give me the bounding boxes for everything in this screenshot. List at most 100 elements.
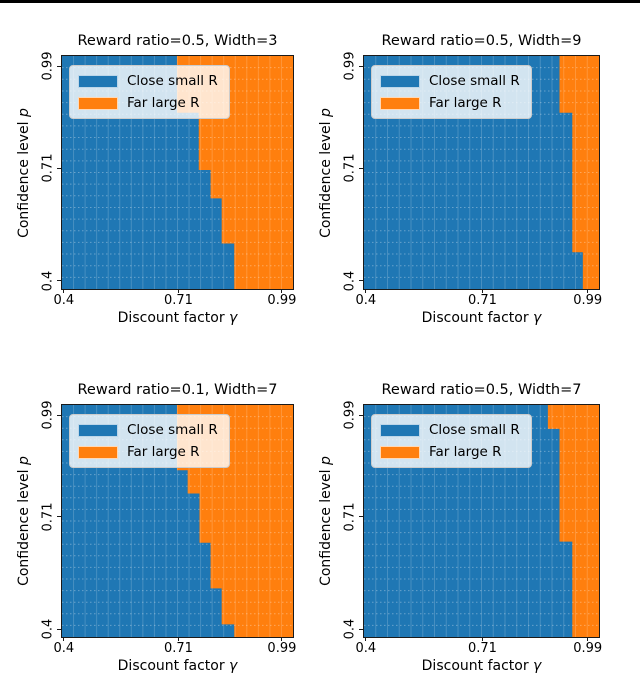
y-tick-mark	[359, 280, 363, 282]
subplot-bottom-left: Reward ratio=0.1, Width=7 Close small R F…	[16, 382, 296, 674]
legend-swatch	[380, 423, 420, 437]
x-tick-label: 0.99	[573, 293, 603, 308]
y-axis-label-symbol: p	[318, 107, 334, 117]
x-tick-mark	[63, 637, 65, 641]
y-tick-label: 0.71	[342, 502, 358, 532]
y-tick-label: 0.71	[40, 153, 56, 183]
x-axis-label-text: Discount factor	[117, 658, 230, 674]
y-axis-label-text: Confidence level	[318, 464, 334, 586]
y-axis-label: Confidence level p	[318, 108, 334, 238]
legend-swatch	[78, 74, 118, 88]
x-axis-label-symbol: γ	[229, 658, 238, 674]
top-black-bar	[0, 0, 640, 3]
y-axis-label: Confidence level p	[318, 456, 334, 586]
legend-swatch	[380, 74, 420, 88]
x-tick-mark	[481, 637, 483, 641]
x-axis-label-symbol: γ	[533, 658, 542, 674]
y-axis-label-symbol: p	[318, 456, 334, 465]
legend-label: Close small R	[127, 73, 218, 89]
x-tick-mark	[587, 289, 589, 293]
y-tick-mark	[359, 65, 363, 67]
y-tick-mark	[359, 516, 363, 518]
x-axis-label-text: Discount factor	[421, 658, 534, 674]
legend: Close small R Far large R	[371, 65, 532, 119]
legend-entry: Far large R	[380, 444, 520, 460]
plot-title: Reward ratio=0.5, Width=3	[77, 33, 278, 49]
y-tick-label: 0.4	[40, 618, 56, 640]
legend-label: Far large R	[127, 444, 200, 460]
y-axis-label-text: Confidence level	[318, 116, 334, 238]
x-tick-mark	[281, 289, 283, 293]
y-tick-mark	[57, 628, 61, 630]
y-tick-mark	[57, 280, 61, 282]
x-tick-mark	[177, 637, 179, 641]
legend-label: Far large R	[429, 95, 502, 111]
x-tick-mark	[365, 289, 367, 293]
y-tick-mark	[359, 628, 363, 630]
x-axis-label: Discount factor γ	[118, 310, 238, 326]
y-tick-mark	[57, 414, 61, 416]
y-tick-label: 0.4	[342, 618, 358, 640]
y-axis-label-symbol: p	[16, 107, 32, 117]
y-tick-label: 0.71	[342, 153, 358, 183]
x-tick-mark	[177, 289, 179, 293]
x-tick-label: 0.4	[355, 293, 377, 308]
plot-title: Reward ratio=0.1, Width=7	[77, 382, 278, 398]
y-axis-label: Confidence level p	[16, 456, 32, 586]
y-axis-label-text: Confidence level	[16, 116, 32, 238]
x-tick-label: 0.4	[53, 293, 75, 308]
x-axis-label: Discount factor γ	[422, 658, 542, 674]
x-tick-label: 0.99	[267, 641, 297, 656]
x-tick-label: 0.4	[355, 641, 377, 656]
subplot-bottom-right: Reward ratio=0.5, Width=7 Close small R F…	[318, 382, 602, 674]
x-tick-label: 0.71	[467, 641, 497, 656]
y-tick-mark	[57, 516, 61, 518]
y-axis-label-text: Confidence level	[16, 464, 32, 586]
legend-label: Far large R	[429, 444, 502, 460]
x-tick-label: 0.4	[53, 641, 75, 656]
legend-swatch	[78, 423, 118, 437]
legend-entry: Far large R	[78, 95, 218, 111]
x-axis-label-symbol: γ	[533, 310, 542, 326]
legend-entry: Close small R	[380, 73, 520, 89]
x-axis-label: Discount factor γ	[118, 658, 238, 674]
legend-swatch	[78, 96, 118, 110]
y-tick-label: 0.99	[40, 51, 56, 81]
legend-swatch	[380, 96, 420, 110]
y-tick-label: 0.4	[342, 270, 358, 292]
y-tick-label: 0.4	[40, 270, 56, 292]
x-tick-mark	[63, 289, 65, 293]
x-tick-mark	[281, 637, 283, 641]
legend: Close small R Far large R	[69, 65, 230, 119]
y-tick-label: 0.99	[342, 51, 358, 81]
y-axis-label: Confidence level p	[16, 108, 32, 238]
legend-swatch	[380, 445, 420, 459]
x-axis-label-text: Discount factor	[117, 310, 230, 326]
x-tick-mark	[481, 289, 483, 293]
y-tick-mark	[359, 414, 363, 416]
x-tick-label: 0.71	[163, 293, 193, 308]
legend-entry: Close small R	[380, 422, 520, 438]
x-tick-label: 0.71	[163, 641, 193, 656]
plot-title: Reward ratio=0.5, Width=9	[381, 33, 582, 49]
y-tick-mark	[57, 167, 61, 169]
plot-title: Reward ratio=0.5, Width=7	[381, 382, 582, 398]
legend-label: Close small R	[429, 73, 520, 89]
y-tick-mark	[57, 65, 61, 67]
legend-entry: Close small R	[78, 73, 218, 89]
x-axis-label-text: Discount factor	[421, 310, 534, 326]
legend-swatch	[78, 445, 118, 459]
x-tick-mark	[365, 637, 367, 641]
x-axis-label-symbol: γ	[229, 310, 238, 326]
x-tick-label: 0.71	[467, 293, 497, 308]
legend-label: Far large R	[127, 95, 200, 111]
y-axis-label-symbol: p	[16, 456, 32, 465]
legend-entry: Far large R	[78, 444, 218, 460]
y-tick-label: 0.71	[40, 502, 56, 532]
y-tick-label: 0.99	[342, 400, 358, 430]
y-tick-mark	[359, 167, 363, 169]
x-tick-mark	[587, 637, 589, 641]
legend-entry: Far large R	[380, 95, 520, 111]
legend: Close small R Far large R	[69, 414, 230, 468]
